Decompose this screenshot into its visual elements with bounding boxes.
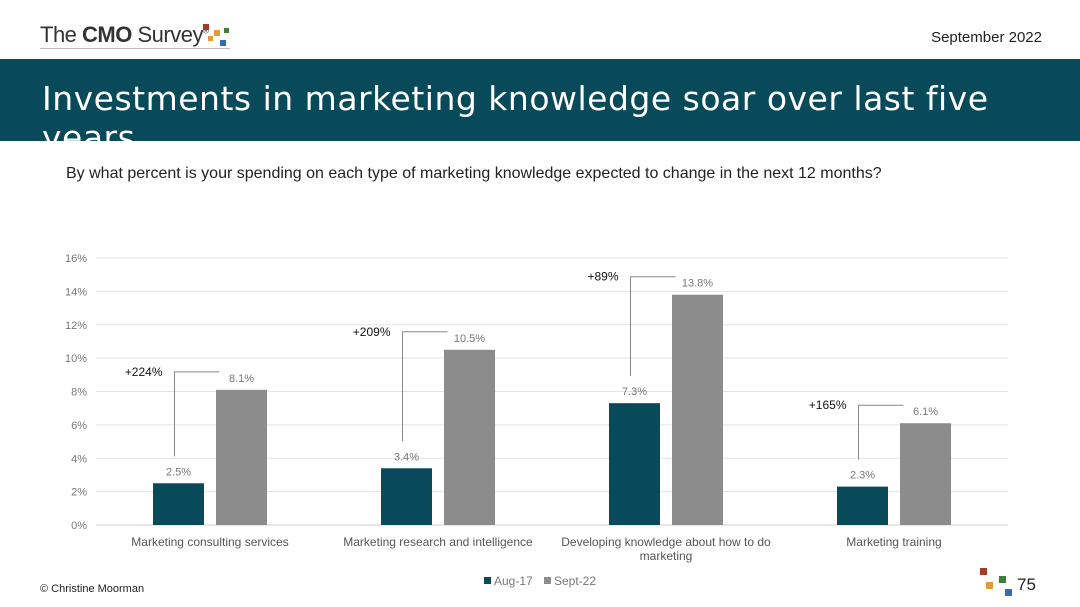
bar-aug17 [381,468,432,525]
logo-the: The [40,22,83,47]
copyright: © Christine Moorman [40,583,145,595]
logo-squares-icon [203,24,229,46]
bar-sept22 [672,294,723,525]
data-label-sept22: 8.1% [229,373,254,385]
logo-underline [40,48,230,49]
growth-annotation: +89% [587,270,618,284]
logo-text: The CMO Survey® [40,22,209,48]
legend-swatch-sept22 [544,577,551,584]
data-label-sept22: 6.1% [913,406,938,418]
growth-bracket [402,331,448,442]
data-label-sept22: 13.8% [682,278,713,290]
legend-label-aug17: Aug-17 [494,574,533,588]
data-label-aug17: 2.3% [850,470,875,482]
y-tick-label: 2% [71,487,87,499]
bar-aug17 [837,486,888,525]
legend-swatch-aug17 [484,577,491,584]
legend-label-sept22: Sept-22 [554,574,596,588]
y-tick-label: 6% [71,420,87,432]
logo-registered-mark: ® [202,26,209,36]
page-number: 75 [1017,575,1036,594]
growth-bracket [174,371,220,457]
data-label-aug17: 3.4% [394,451,419,463]
bar-chart: 0% 2% 4% 6% 8% 10% 12% 14% 16% 2.5% 8.1% +224% Marke… [65,253,1008,588]
y-tick-label: 14% [65,286,87,298]
y-tick-label: 12% [65,320,87,332]
logo-survey: Survey [131,22,203,47]
data-label-aug17: 7.3% [622,386,647,398]
growth-bracket [858,404,904,460]
category-label: Marketing consulting services [131,535,288,549]
growth-annotation: +209% [353,325,391,339]
bar-aug17 [153,483,204,525]
growth-annotation: +224% [125,365,163,379]
data-label-aug17: 2.5% [166,466,191,478]
data-label-sept22: 10.5% [454,333,485,345]
bar-sept22 [900,423,951,525]
y-tick-label: 8% [71,387,87,399]
category-label: marketing [640,549,693,563]
growth-annotation: +165% [809,398,847,412]
bar-aug17 [609,403,660,525]
y-tick-label: 0% [71,520,87,532]
corner-squares-icon [980,568,1012,596]
y-tick-label: 4% [71,453,87,465]
bar-sept22 [216,389,267,525]
title-banner: Investments in marketing knowledge soar … [0,59,1080,157]
category-label: Marketing research and intelligence [343,535,533,549]
growth-bracket [630,276,676,377]
y-tick-label: 16% [65,253,87,265]
bar-sept22 [444,349,495,525]
survey-question: By what percent is your spending on each… [66,165,882,182]
y-tick-label: 10% [65,353,87,365]
logo-cmo: CMO [82,22,132,47]
report-date: September 2022 [931,29,1042,46]
category-label: Marketing training [846,535,941,549]
category-label: Developing knowledge about how to do [561,535,771,549]
page-title: Investments in marketing knowledge soar … [42,79,989,157]
